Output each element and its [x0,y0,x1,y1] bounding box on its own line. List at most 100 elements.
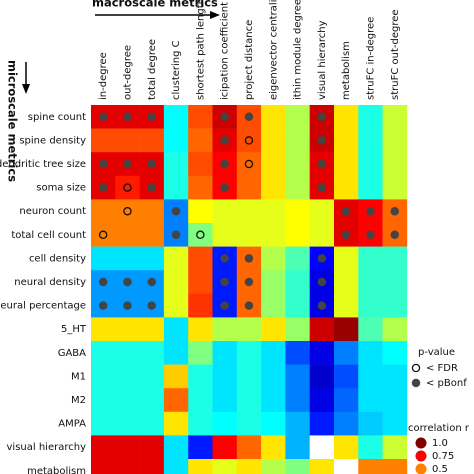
row-label: neural percentage [0,301,86,312]
cell [358,435,383,460]
significance-marker [244,277,254,287]
cell [358,341,383,365]
cell [236,341,262,365]
column-label: metabolism [341,41,352,100]
significance-marker [147,112,156,122]
cell [309,364,335,389]
cell [236,317,262,342]
legend-marker [411,363,421,373]
cell [236,199,262,224]
cell [285,246,310,271]
cell [382,317,408,342]
cell [334,317,359,342]
cell [91,246,116,271]
significance-marker [220,254,229,263]
cell [261,270,286,295]
cell [334,459,359,474]
column-label: ithin module degree z [293,0,304,100]
cell [91,459,116,474]
x-axis-title: macroscale metrics [92,0,218,10]
significance-marker [147,159,156,169]
cell [261,105,286,129]
column-label: total degree [147,39,158,100]
significance-marker [341,206,351,216]
cell [261,175,286,200]
cell [188,175,213,200]
cell [382,246,408,271]
cell [139,459,165,474]
cell [139,435,165,460]
legend-title: correlation r [408,423,470,434]
cell [236,364,262,389]
row-label: M2 [71,395,86,406]
cell [188,317,213,342]
cell [309,199,335,224]
cell [309,388,335,413]
significance-marker [196,230,205,240]
cell [212,411,238,436]
significance-marker [147,277,156,287]
cell [212,223,238,247]
cell [163,341,189,365]
cell [188,411,213,436]
cell [261,459,286,474]
cell [236,223,262,247]
significance-marker [366,206,375,216]
cell [91,364,116,389]
cell [115,175,140,200]
cell [382,435,408,460]
legend-label: < pBonf [426,378,467,389]
significance-marker [98,183,108,192]
significance-marker [123,112,132,122]
cell [285,459,310,474]
cell [91,411,116,436]
significance-marker [147,301,156,310]
cell [236,152,262,177]
cell [188,341,213,365]
cell [261,388,286,413]
cell [236,128,262,153]
cell [358,293,383,318]
cell [139,411,165,436]
row-label: metabolism [27,466,86,474]
row-label: total cell count [11,230,86,241]
significance-marker [123,159,132,169]
cell [163,246,189,271]
significance-marker [98,301,108,310]
column-label: visual hierarchy [317,20,328,100]
y-axis-title: microscale metrics [6,60,20,182]
cell [163,105,189,129]
cell [309,223,335,247]
cell [163,317,189,342]
column-label: project distance [244,20,255,100]
cell [139,317,165,342]
cell [382,105,408,129]
cell [163,459,189,474]
cell [188,364,213,389]
cell [139,364,165,389]
cell [139,223,165,247]
cell [163,152,189,177]
cell [334,341,359,365]
cell [212,364,238,389]
significance-marker [220,183,229,192]
cell [115,223,140,247]
cell [382,175,408,200]
cell [163,411,189,436]
cell [285,223,310,247]
cell [91,223,116,247]
cell [285,199,310,224]
significance-marker [220,136,229,145]
significance-marker [147,183,156,192]
cell [261,199,286,224]
legend-label: 0.5 [432,464,448,474]
legend-swatch [415,437,427,449]
cell [163,175,189,200]
cell [309,435,335,460]
cell [115,364,140,389]
cell [382,293,408,318]
cell [91,435,116,460]
cell [139,341,165,365]
significance-marker [123,301,132,310]
